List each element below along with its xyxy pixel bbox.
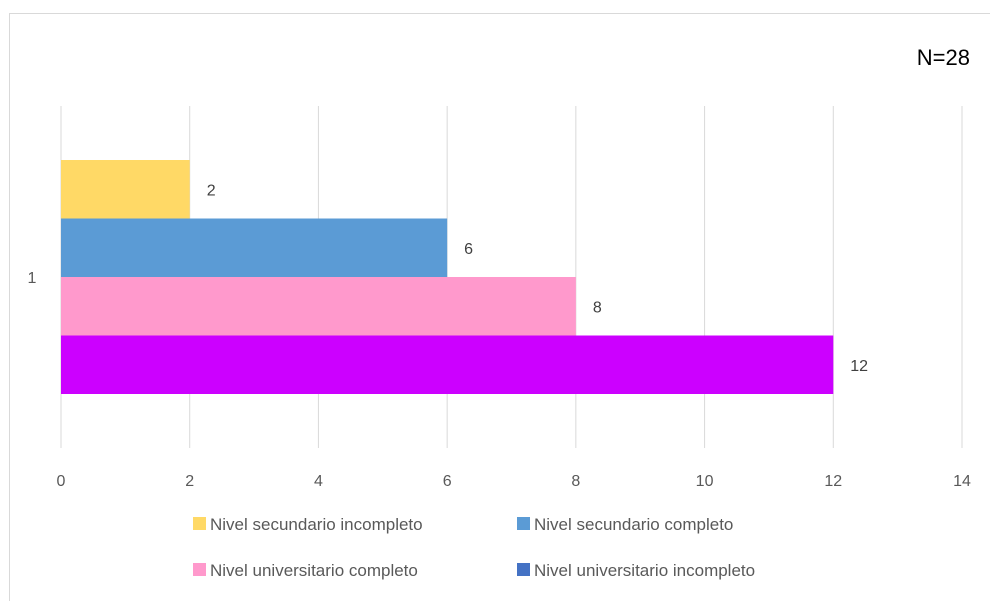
category-label: 1 bbox=[28, 270, 37, 287]
data-label: 12 bbox=[850, 358, 868, 375]
bars bbox=[61, 160, 834, 394]
bar bbox=[61, 277, 576, 336]
x-tick-label: 2 bbox=[185, 473, 194, 490]
x-tick-label: 0 bbox=[57, 473, 66, 490]
data-label: 2 bbox=[207, 182, 216, 199]
x-tick-label: 14 bbox=[953, 473, 971, 490]
bar bbox=[61, 218, 448, 277]
legend-swatch bbox=[193, 517, 206, 530]
legend: Nivel secundario incompleto Nivel secunda… bbox=[193, 515, 755, 580]
x-tick-label: 12 bbox=[824, 473, 842, 490]
legend-swatch bbox=[517, 563, 530, 576]
x-tick-label: 8 bbox=[571, 473, 580, 490]
labels: 0 2 4 6 8 10 12 14 2 6 8 12 1 bbox=[28, 182, 971, 490]
data-label: 8 bbox=[593, 299, 602, 316]
legend-label: Nivel secundario completo bbox=[534, 515, 733, 534]
sample-size-annotation: N=28 bbox=[917, 45, 970, 70]
x-tick-label: 10 bbox=[696, 473, 714, 490]
x-tick-label: 4 bbox=[314, 473, 323, 490]
data-label: 6 bbox=[464, 241, 473, 258]
bar bbox=[61, 335, 834, 394]
chart-frame bbox=[9, 13, 990, 601]
legend-label: Nivel universitario incompleto bbox=[534, 561, 755, 580]
legend-label: Nivel secundario incompleto bbox=[210, 515, 423, 534]
legend-label: Nivel universitario completo bbox=[210, 561, 418, 580]
legend-swatch bbox=[193, 563, 206, 576]
bar bbox=[61, 160, 190, 219]
x-tick-label: 6 bbox=[443, 473, 452, 490]
legend-swatch bbox=[517, 517, 530, 530]
